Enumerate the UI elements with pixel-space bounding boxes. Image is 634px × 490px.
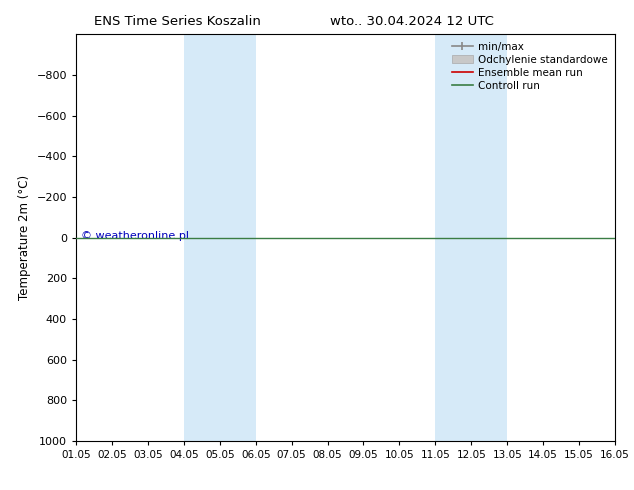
- Text: wto.. 30.04.2024 12 UTC: wto.. 30.04.2024 12 UTC: [330, 15, 494, 28]
- Text: ENS Time Series Koszalin: ENS Time Series Koszalin: [94, 15, 261, 28]
- Y-axis label: Temperature 2m (°C): Temperature 2m (°C): [18, 175, 31, 300]
- Bar: [436, 34, 507, 441]
- Legend: min/max, Odchylenie standardowe, Ensemble mean run, Controll run: min/max, Odchylenie standardowe, Ensembl…: [448, 37, 612, 95]
- Text: © weatheronline.pl: © weatheronline.pl: [81, 231, 190, 241]
- Bar: [184, 34, 256, 441]
